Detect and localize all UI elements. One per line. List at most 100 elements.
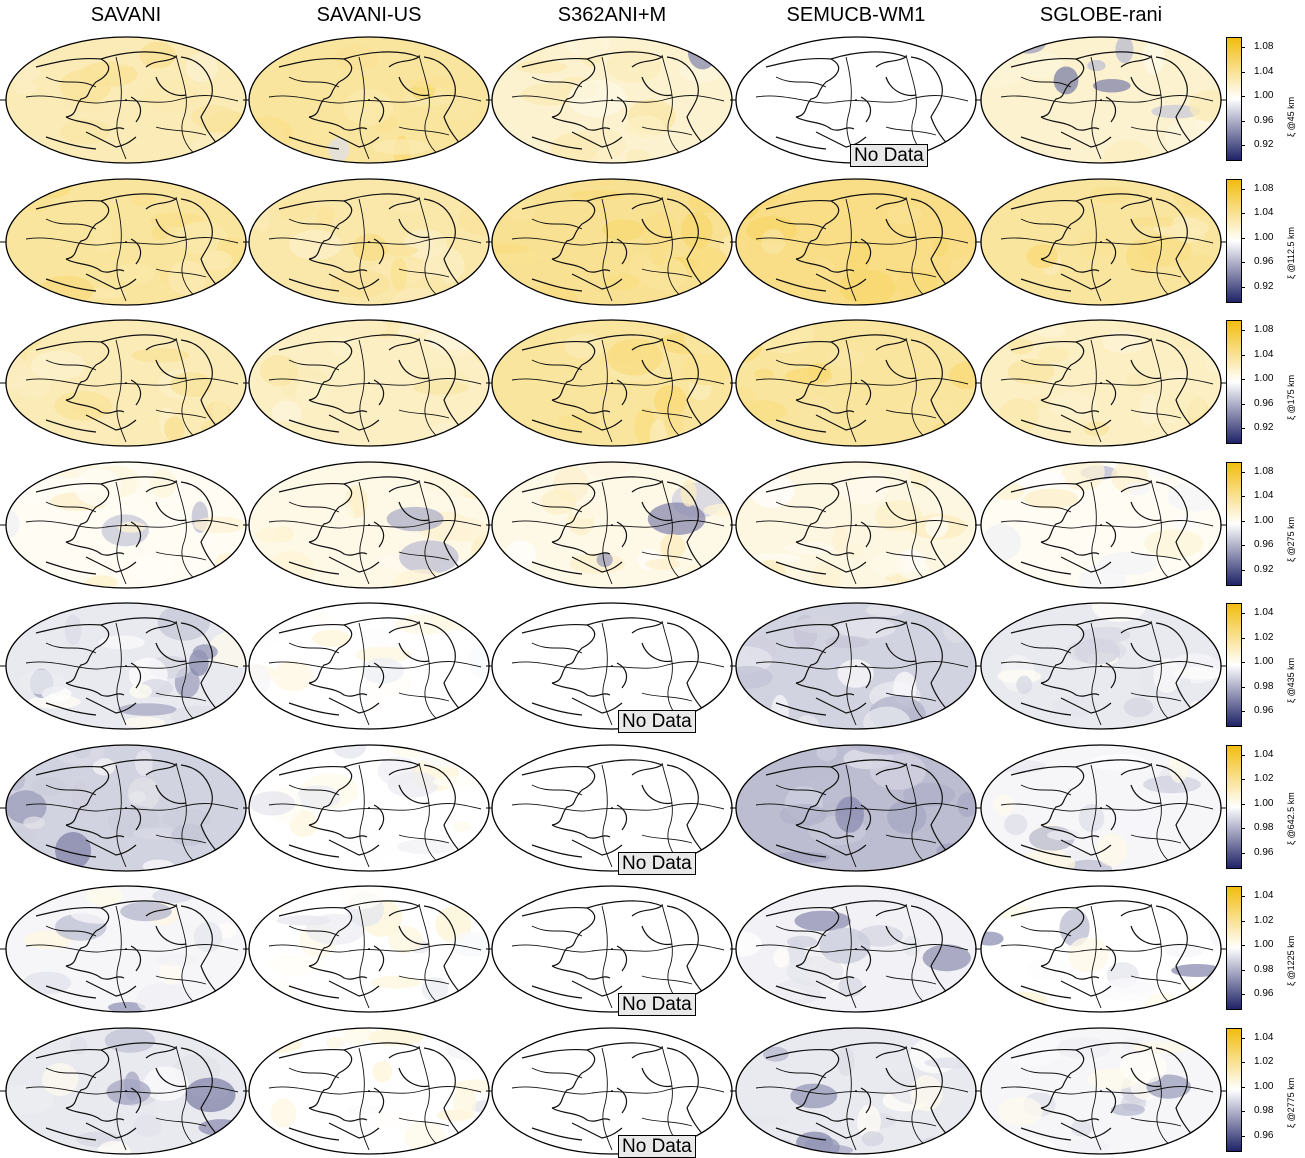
anomaly-patch [69, 1036, 88, 1055]
globe-map [975, 602, 1227, 730]
plate-boundary [641, 268, 693, 277]
plate-boundary [25, 95, 239, 104]
anomaly-patch [1019, 51, 1063, 79]
anomaly-patch [570, 189, 623, 201]
colorbar-tick [1241, 213, 1245, 214]
anomaly-patch [1164, 942, 1204, 958]
coastline [860, 945, 872, 972]
anomaly-patch [406, 77, 456, 89]
coastline [1010, 765, 1085, 826]
anomaly-patch [1172, 185, 1209, 206]
coastline [641, 1067, 673, 1087]
plate-boundary [1020, 784, 1072, 795]
coastline [1020, 702, 1072, 716]
plate-boundary [1020, 1067, 1072, 1078]
plate-boundary [775, 784, 827, 795]
plate-boundary [1020, 359, 1072, 371]
plate-boundary [511, 236, 725, 245]
coastline [423, 905, 465, 999]
globe-map [243, 460, 495, 589]
anomaly-patch [602, 218, 645, 241]
plate-boundary [601, 198, 613, 301]
anomaly-patch [352, 233, 388, 261]
plate-boundary [511, 519, 725, 528]
plate-boundary [1090, 56, 1102, 160]
plate-boundary [511, 378, 725, 387]
anomaly-patch [773, 948, 790, 968]
plate-boundary [268, 944, 482, 953]
coastline [666, 763, 708, 857]
anomaly-patch [992, 794, 1015, 816]
anomaly-patch [133, 1113, 163, 1137]
anomaly-patch [999, 991, 1048, 1008]
coastline [1105, 520, 1117, 547]
coastline [1060, 131, 1112, 148]
globe-map [975, 177, 1227, 306]
coastline [531, 277, 583, 292]
coastline [343, 334, 421, 351]
anomaly-patch [585, 461, 629, 477]
coastline [910, 905, 952, 999]
coastline [35, 765, 110, 826]
anomaly-patch [663, 408, 684, 439]
coastline [616, 803, 628, 830]
anomaly-patch [1208, 196, 1221, 213]
colorbar-label: ξ @45 km [1286, 96, 1296, 137]
anomaly-patch [569, 552, 626, 574]
coastline [571, 131, 623, 148]
coastline [85, 1121, 137, 1139]
plate-boundary [1150, 196, 1172, 297]
plate-boundary [1090, 622, 1102, 726]
globe-map [975, 743, 1227, 872]
anomaly-patch [1004, 813, 1028, 835]
plate-boundary [1130, 268, 1182, 277]
coastline [85, 272, 137, 290]
anomaly-patch [1047, 829, 1081, 840]
anomaly-patch [819, 927, 871, 964]
coastline [308, 823, 368, 839]
plate-boundary [398, 409, 450, 419]
anomaly-patch [343, 88, 394, 126]
coastline [765, 57, 840, 118]
coastline [586, 900, 664, 917]
coastline [85, 697, 137, 714]
anomaly-patch [863, 706, 911, 729]
no-data-label: No Data [618, 993, 696, 1016]
anomaly-patch [861, 1130, 884, 1146]
coastline [641, 76, 673, 97]
anomaly-patch [1074, 638, 1121, 665]
anomaly-patch [107, 1001, 146, 1012]
coastline [1075, 1041, 1153, 1058]
anomaly-patch [269, 954, 325, 976]
colorbar-tick-label: 0.96 [1254, 256, 1274, 267]
anomaly-patch [1051, 696, 1098, 717]
plate-boundary [1130, 1117, 1182, 1126]
plate-boundary [25, 236, 239, 245]
anomaly-patch [208, 630, 246, 668]
coastline [398, 642, 430, 663]
coastline [45, 277, 97, 292]
plate-boundary [775, 1067, 827, 1078]
plate-boundary [398, 551, 450, 560]
anomaly-patch [784, 541, 834, 554]
colorbar-tick [1241, 969, 1245, 971]
plate-boundary [288, 501, 340, 512]
coastline [586, 475, 664, 492]
anomaly-patch [1098, 551, 1158, 575]
coastline [860, 237, 872, 264]
center-dot [368, 1089, 370, 1092]
coastline [278, 906, 353, 967]
plate-boundary [1000, 944, 1214, 953]
coastline [531, 419, 583, 433]
coastline [45, 985, 97, 999]
colorbar-label: ξ @112.5 km [1286, 226, 1296, 279]
plate-boundary [155, 1117, 207, 1126]
coastline [278, 623, 353, 684]
colorbar-tick-label: 1.02 [1254, 631, 1274, 643]
coastline [308, 399, 368, 414]
coastline [830, 192, 908, 209]
center-dot [1100, 665, 1102, 667]
plate-boundary [885, 1117, 937, 1126]
anomaly-patch [431, 422, 467, 440]
anomaly-patch [64, 614, 82, 646]
